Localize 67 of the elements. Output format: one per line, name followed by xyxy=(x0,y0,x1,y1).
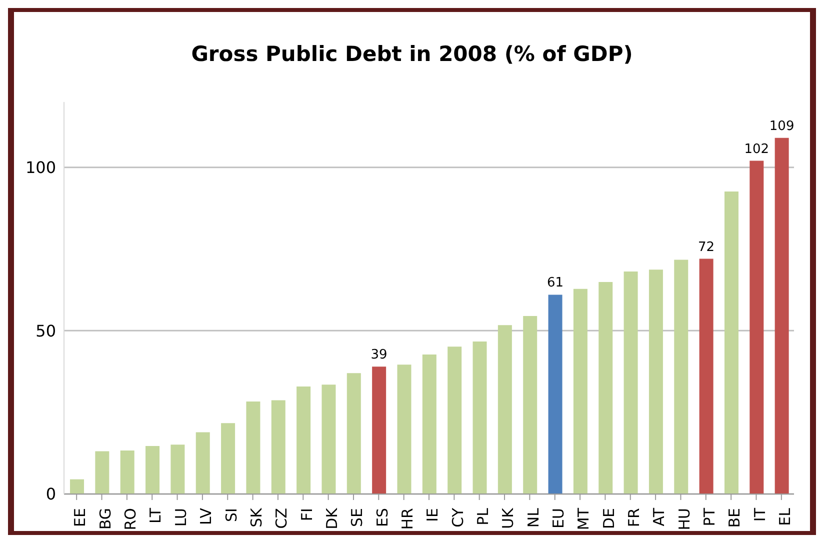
bar xyxy=(598,282,613,494)
x-tick-label: CY xyxy=(448,507,467,528)
x-tick-label: LT xyxy=(146,507,165,524)
x-tick-label: EL xyxy=(776,507,794,526)
x-tick-label: MT xyxy=(574,507,593,530)
x-tick-label: HU xyxy=(675,508,694,530)
x-tick-label: BE xyxy=(726,508,744,528)
bar xyxy=(498,325,512,494)
bar xyxy=(548,294,562,494)
x-tick-label: BG xyxy=(96,508,114,530)
data-label: 61 xyxy=(547,276,564,291)
x-tick-label: AT xyxy=(650,507,668,526)
data-label: 72 xyxy=(698,240,715,255)
bar xyxy=(573,288,588,494)
x-tick-label: DK xyxy=(322,506,341,530)
data-label: 39 xyxy=(370,348,388,363)
x-tick-label: DE xyxy=(600,508,618,530)
bar xyxy=(699,258,714,494)
bar xyxy=(674,260,688,494)
x-tick-label: LV xyxy=(197,507,216,525)
bar xyxy=(774,138,789,494)
x-tick-label: UK xyxy=(499,506,518,529)
bar xyxy=(95,451,110,494)
bar xyxy=(346,373,361,494)
bar xyxy=(120,450,134,494)
x-tick-label: IE xyxy=(424,508,442,522)
x-tick-label: FR xyxy=(625,508,644,528)
x-tick-label: CZ xyxy=(272,508,291,529)
x-tick-label: SI xyxy=(222,508,240,522)
bar xyxy=(322,384,336,494)
y-tick-label: 100 xyxy=(25,158,56,178)
bar xyxy=(146,446,160,494)
bar xyxy=(70,479,84,494)
bar xyxy=(397,364,412,494)
bar xyxy=(271,400,286,494)
bar xyxy=(221,423,236,494)
bar xyxy=(750,160,764,494)
x-tick-label: FI xyxy=(298,508,316,522)
x-tick-label: RO xyxy=(122,508,140,530)
data-label: 109 xyxy=(769,118,794,134)
bar xyxy=(196,432,210,494)
bar xyxy=(523,316,538,494)
x-tick-label: ES xyxy=(373,508,392,527)
bar xyxy=(422,354,436,494)
bar xyxy=(296,386,311,494)
x-tick-label: LU xyxy=(172,508,190,527)
bar xyxy=(724,192,738,494)
x-tick-label: EU xyxy=(550,508,568,528)
bar xyxy=(472,341,487,494)
bar xyxy=(624,272,638,494)
x-tick-label: EE xyxy=(71,508,90,527)
x-tick-label: HR xyxy=(398,508,416,530)
x-tick-label: PL xyxy=(474,507,492,526)
data-label: 102 xyxy=(744,142,770,157)
x-tick-label: SK xyxy=(247,506,266,528)
bar xyxy=(170,444,185,494)
bar xyxy=(648,270,663,494)
x-tick-label: NL xyxy=(524,507,542,528)
x-tick-label: SE xyxy=(348,508,366,527)
x-tick-label: PT xyxy=(700,507,719,526)
bar xyxy=(372,366,386,494)
y-tick-label: 0 xyxy=(46,484,56,504)
bar xyxy=(246,402,260,494)
chart-title: Gross Public Debt in 2008 (% of GDP) xyxy=(190,41,634,68)
y-tick-label: 50 xyxy=(36,321,56,340)
bar xyxy=(448,346,462,494)
x-tick-label: IT xyxy=(750,507,769,522)
